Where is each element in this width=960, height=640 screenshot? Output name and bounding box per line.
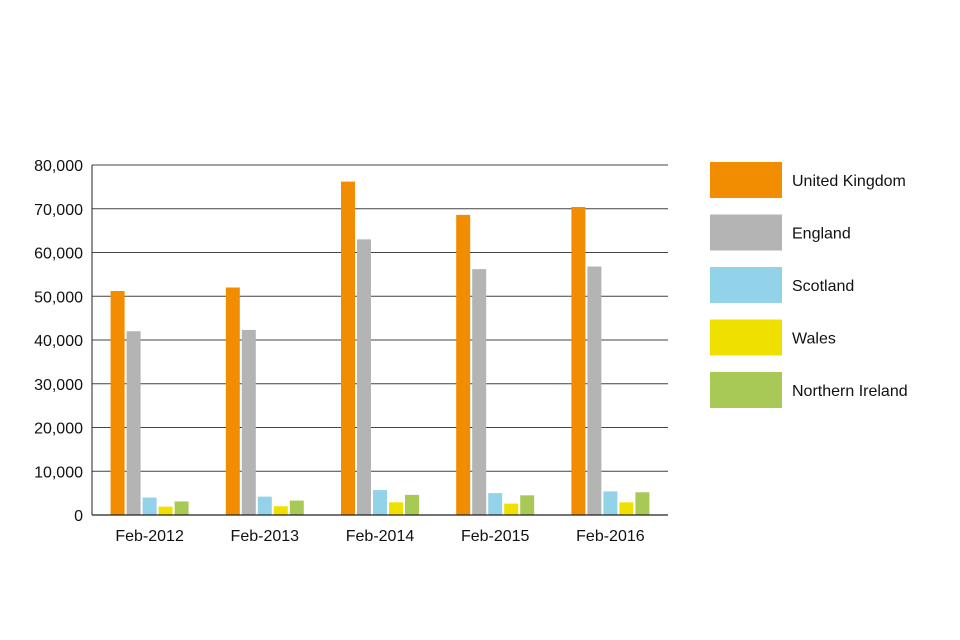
- legend: United Kingdom England Scotland Wales Northe…: [710, 162, 908, 408]
- x-tick-label: Feb-2016: [576, 528, 645, 545]
- bar-united-kingdom: [571, 207, 586, 515]
- bar-northern-ireland: [635, 492, 650, 515]
- legend-swatch: [710, 372, 782, 408]
- bar-scotland: [257, 496, 272, 515]
- bars: [110, 181, 650, 515]
- bar-united-kingdom: [110, 291, 125, 515]
- y-tick-label: 50,000: [34, 289, 83, 306]
- x-axis-tick-labels: Feb-2012 Feb-2013 Feb-2014 Feb-2015 Feb-2016: [115, 528, 644, 545]
- bar-united-kingdom: [225, 287, 240, 515]
- y-tick-label: 40,000: [34, 333, 83, 350]
- bar-wales: [158, 506, 173, 515]
- legend-swatch: [710, 162, 782, 198]
- bar-england: [357, 239, 371, 515]
- y-tick-label: 0: [74, 508, 83, 525]
- legend-label: Wales: [792, 331, 836, 348]
- bar-wales: [389, 502, 403, 515]
- bar-scotland: [488, 493, 503, 515]
- x-tick-label: Feb-2015: [461, 528, 530, 545]
- bar-england: [241, 329, 256, 515]
- bar-wales: [273, 506, 288, 515]
- bar-northern-ireland: [520, 495, 535, 515]
- axes: [91, 165, 668, 516]
- bar-scotland: [142, 497, 157, 515]
- legend-label: England: [792, 226, 851, 243]
- legend-swatch: [710, 319, 782, 356]
- y-tick-label: 20,000: [34, 421, 83, 438]
- bar-northern-ireland: [174, 501, 189, 515]
- gridlines: [92, 164, 668, 516]
- legend-swatch: [710, 214, 782, 251]
- y-tick-label: 70,000: [34, 202, 83, 219]
- y-tick-label: 60,000: [34, 246, 83, 263]
- bar-scotland: [373, 490, 387, 515]
- bar-wales: [504, 503, 519, 515]
- bar-wales: [619, 502, 634, 515]
- legend-label: Northern Ireland: [792, 383, 908, 400]
- bar-northern-ireland: [405, 494, 419, 515]
- legend-swatch: [710, 267, 782, 303]
- y-tick-label: 30,000: [34, 377, 83, 394]
- x-tick-label: Feb-2014: [346, 528, 415, 545]
- bar-northern-ireland: [289, 500, 304, 515]
- bar-scotland: [603, 491, 618, 515]
- bar-united-kingdom: [456, 214, 471, 515]
- legend-label: Scotland: [792, 278, 854, 295]
- y-axis-tick-labels: 0 10,000 20,000 30,000 40,000 50,000 60,000 70,…: [34, 158, 83, 525]
- legend-label: United Kingdom: [792, 173, 906, 190]
- bar-england: [587, 266, 602, 515]
- x-tick-label: Feb-2013: [231, 528, 300, 545]
- bar-united-kingdom: [341, 181, 355, 515]
- y-tick-label: 10,000: [34, 464, 83, 481]
- bar-england: [126, 331, 141, 515]
- y-tick-label: 80,000: [34, 158, 83, 175]
- x-tick-label: Feb-2012: [115, 528, 184, 545]
- bar-england: [472, 269, 487, 515]
